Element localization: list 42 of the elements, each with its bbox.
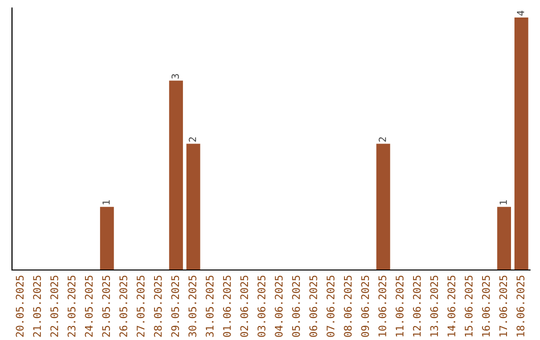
bar xyxy=(376,144,390,270)
x-tick-label: 12.06.2025 xyxy=(412,276,421,336)
x-tick-label: 02.06.2025 xyxy=(240,276,248,337)
x-tick-label: 10.06.2025 xyxy=(378,276,386,336)
data-label: 1 xyxy=(102,200,110,204)
x-tick-label: 20.05.2025 xyxy=(16,276,24,337)
x-tick-label: 04.06.2025 xyxy=(274,276,283,337)
x-tick-label: 01.06.2025 xyxy=(223,276,231,337)
x-tick-label: 16.06.2025 xyxy=(482,276,490,336)
bar xyxy=(186,144,200,270)
x-tick-label: 27.05.2025 xyxy=(136,276,145,337)
x-tick-label: 11.06.2025 xyxy=(396,276,404,336)
x-tick-label: 28.05.2025 xyxy=(154,276,162,337)
x-tick-label: 21.05.2025 xyxy=(33,276,41,337)
x-tick-label: 22.05.2025 xyxy=(50,276,58,337)
x-tick-label: 13.06.2025 xyxy=(430,276,438,336)
x-tick-label: 26.05.2025 xyxy=(119,276,128,337)
bar xyxy=(100,206,114,270)
x-tick-label: 18.06.2025 xyxy=(516,276,524,336)
x-tick-label: 08.06.2025 xyxy=(344,276,352,337)
x-tick-label: 17.06.2025 xyxy=(499,276,508,336)
data-label: 2 xyxy=(378,137,386,142)
data-label: 3 xyxy=(172,74,179,79)
x-tick-label: 30.05.2025 xyxy=(188,276,196,337)
bar xyxy=(514,17,528,270)
x-tick-label: 29.05.2025 xyxy=(171,276,180,337)
x-tick-label: 25.05.2025 xyxy=(102,276,110,337)
x-tick-label: 09.06.2025 xyxy=(361,276,370,337)
x-tick-label: 24.05.2025 xyxy=(84,276,93,337)
x-tick-label: 31.05.2025 xyxy=(206,276,214,337)
x-tick-label: 14.06.2025 xyxy=(447,276,456,336)
x-tick-label: 07.06.2025 xyxy=(326,276,334,337)
x-tick-label: 03.06.2025 xyxy=(258,276,266,337)
x-tick-label: 15.06.2025 xyxy=(464,276,473,336)
data-label: 4 xyxy=(516,10,524,16)
x-tick-label: 05.06.2025 xyxy=(292,276,300,337)
data-label: 1 xyxy=(500,200,507,204)
x-tick-label: 23.05.2025 xyxy=(68,276,76,337)
data-label: 2 xyxy=(188,137,196,142)
x-tick-label: 06.06.2025 xyxy=(309,276,318,337)
bar xyxy=(497,206,512,270)
bar xyxy=(169,80,183,270)
